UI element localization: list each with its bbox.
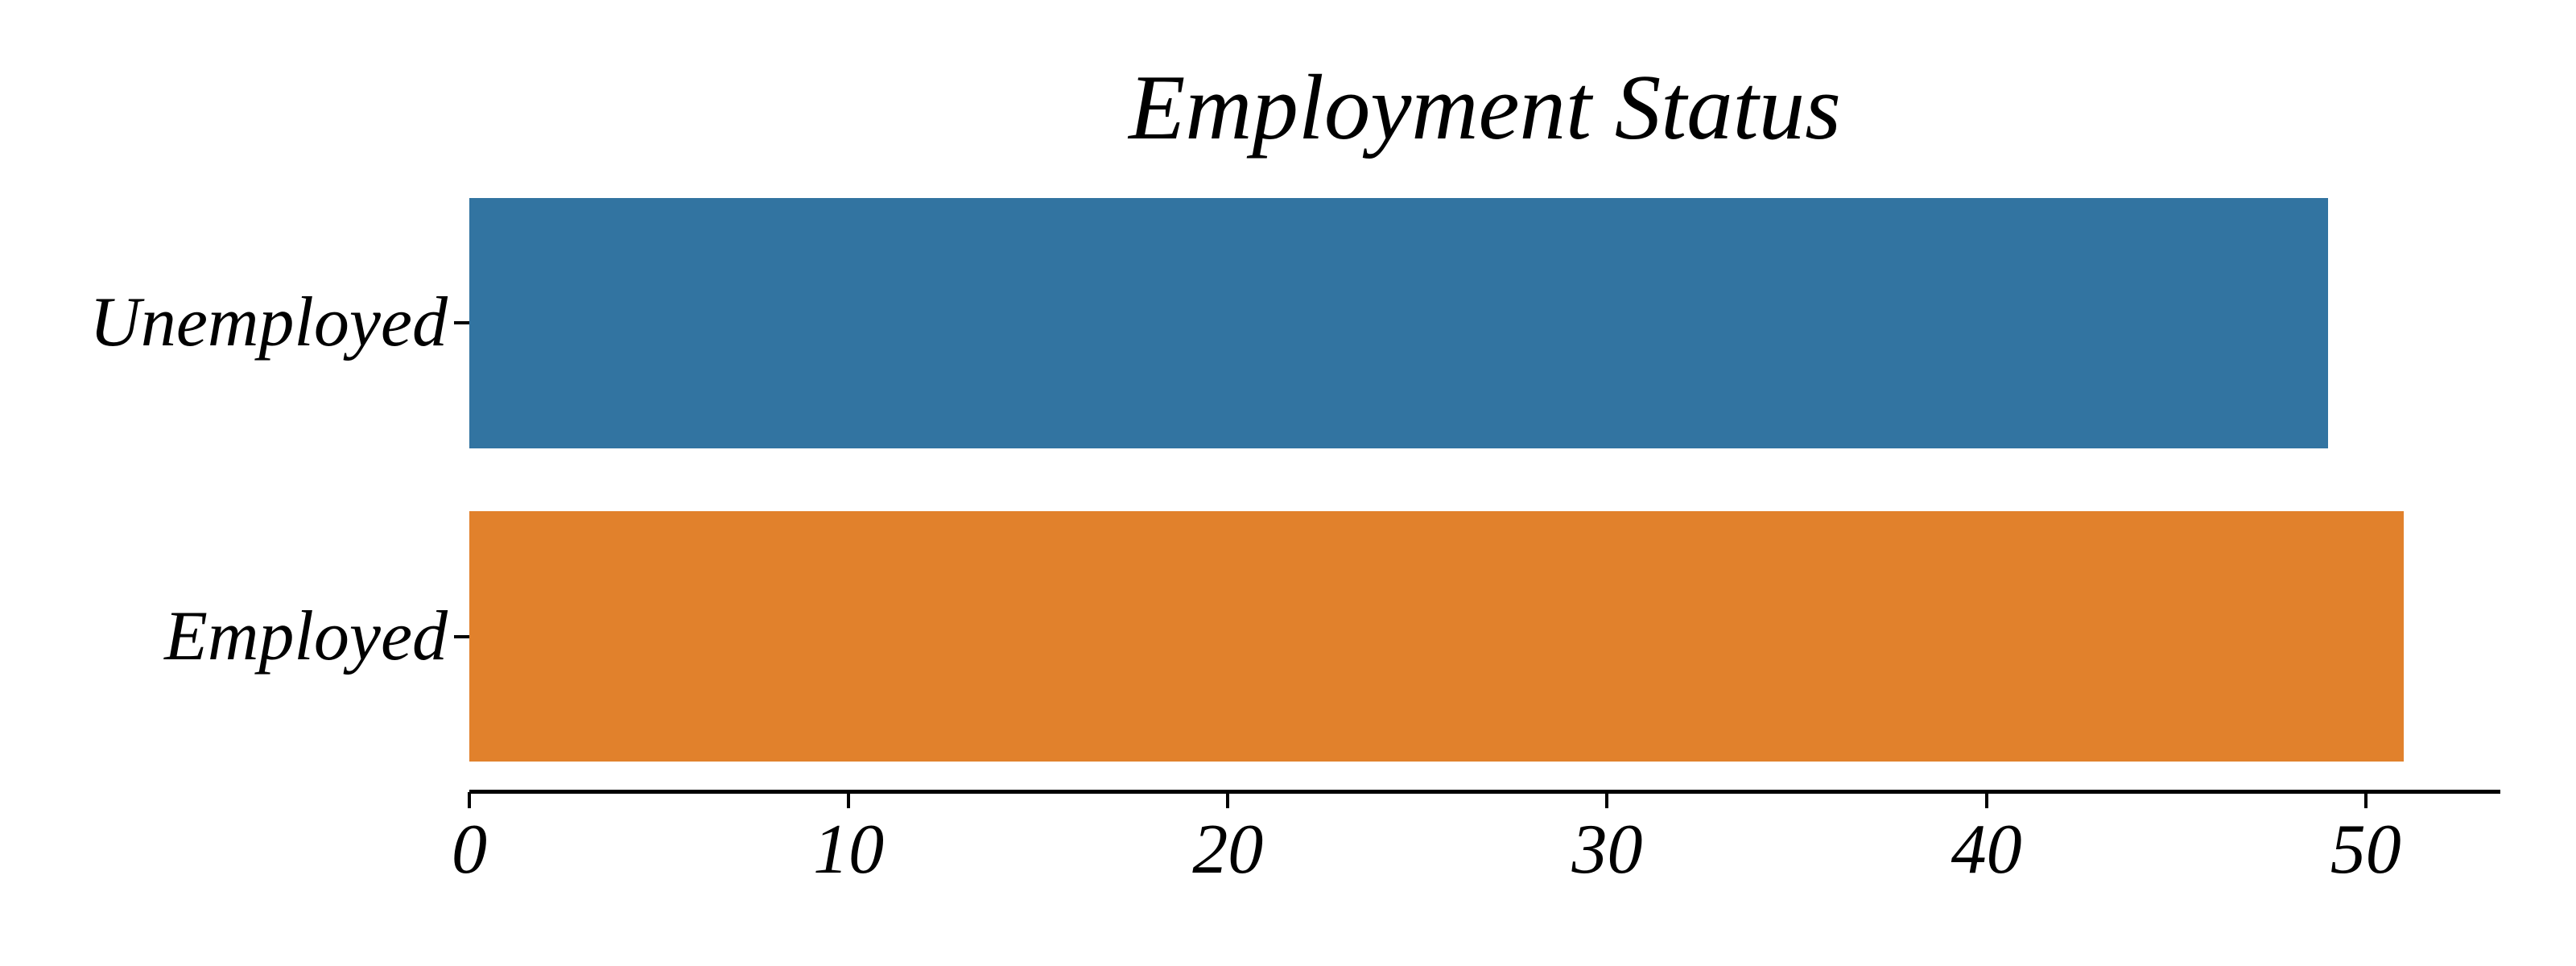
y-tick-label-unemployed: Unemployed [89,283,448,361]
x-tick-label-30: 30 [1571,811,1643,889]
x-tick-label-10: 10 [813,811,885,889]
y-tick-label-employed: Employed [164,597,448,675]
x-tick-label-50: 50 [2330,811,2401,889]
x-axis-line [469,790,2500,794]
x-tick-label-0: 0 [452,811,487,889]
bar-employed [469,511,2404,762]
x-tick-mark-0 [468,792,471,808]
chart-title: Employment Status [1129,56,1841,159]
x-tick-mark-20 [1226,792,1230,808]
x-tick-mark-10 [847,792,851,808]
x-tick-mark-50 [2363,792,2368,808]
x-tick-label-40: 40 [1951,811,2022,889]
y-tick-mark-unemployed [454,321,469,324]
x-tick-label-20: 20 [1192,811,1264,889]
x-tick-mark-30 [1605,792,1609,808]
x-tick-mark-40 [1984,792,1988,808]
bar-unemployed [469,197,2328,448]
y-tick-mark-employed [454,634,469,638]
